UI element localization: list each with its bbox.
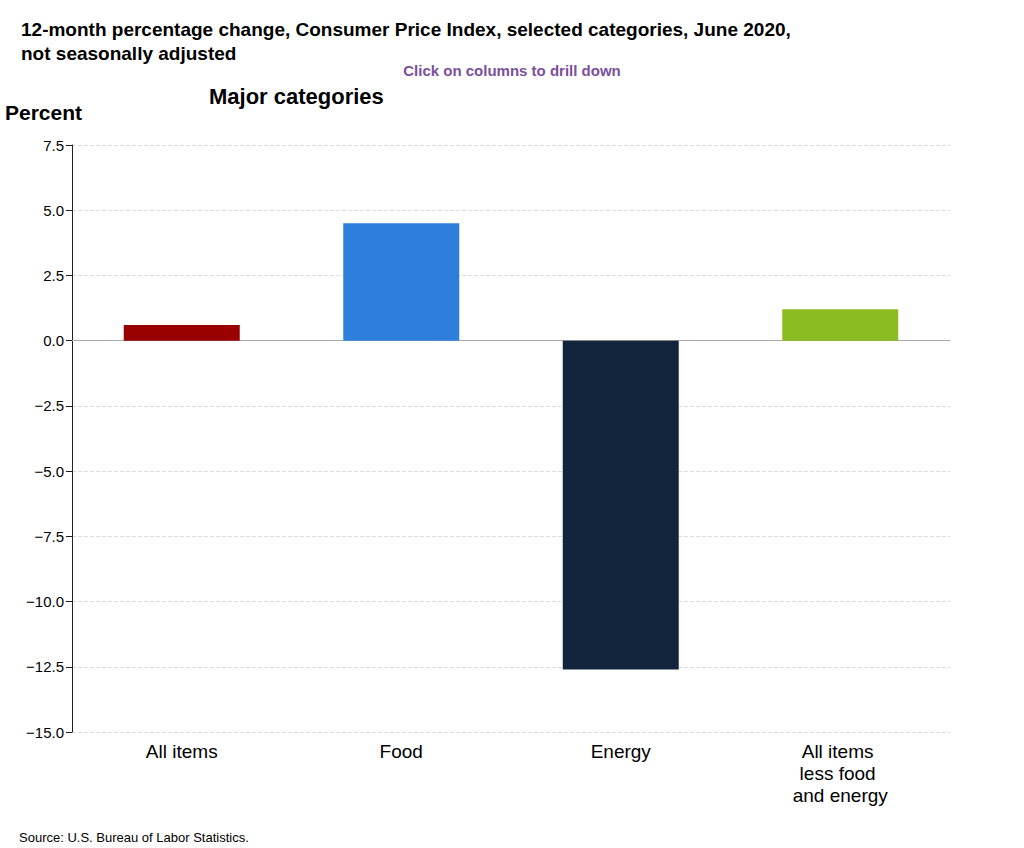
svg-text:2.5: 2.5 xyxy=(43,267,64,284)
svg-text:Food: Food xyxy=(380,741,423,762)
svg-text:7.5: 7.5 xyxy=(43,137,64,154)
svg-text:less food: less food xyxy=(800,763,881,784)
svg-text:−10.0: −10.0 xyxy=(26,593,64,610)
svg-text:12-month percentage change, Co: 12-month percentage change, Consumer Pri… xyxy=(21,19,796,40)
svg-text:−5.0: −5.0 xyxy=(34,463,64,480)
svg-text:Major categories: Major categories xyxy=(209,84,384,109)
svg-text:−2.5: −2.5 xyxy=(34,397,64,414)
svg-text:0.0: 0.0 xyxy=(43,332,64,349)
svg-text:Click on columns to drill down: Click on columns to drill down xyxy=(403,62,621,79)
svg-text:−15.0: −15.0 xyxy=(26,724,64,741)
svg-text:Source: U.S. Bureau of Labor S: Source: U.S. Bureau of Labor Statistics. xyxy=(19,830,249,845)
svg-text:Percent: Percent xyxy=(5,101,82,124)
svg-text:All items: All items xyxy=(146,741,218,762)
svg-text:Energy: Energy xyxy=(591,741,652,762)
svg-text:All items: All items xyxy=(802,741,879,762)
svg-text:−7.5: −7.5 xyxy=(34,528,64,545)
svg-text:and energy: and energy xyxy=(793,785,889,806)
svg-text:−12.5: −12.5 xyxy=(26,658,64,675)
svg-text:5.0: 5.0 xyxy=(43,202,64,219)
svg-text:not seasonally adjusted: not seasonally adjusted xyxy=(21,43,236,64)
